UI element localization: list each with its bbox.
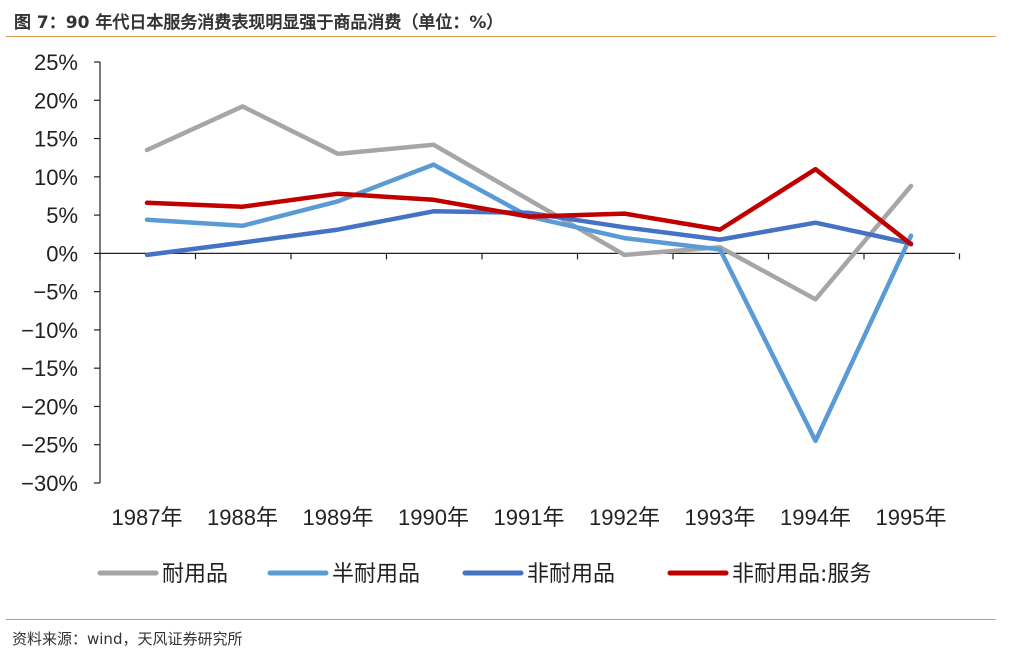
series-line-3: [144, 166, 914, 247]
legend: 耐用品 半耐用品 非耐用品 非耐用品:服务: [97, 562, 871, 587]
legend-label-3: 非耐用品:服务: [732, 562, 871, 587]
legend-label-0: 耐用品: [162, 562, 228, 587]
legend-label-1: 半耐用品: [332, 562, 420, 587]
chart-title: 图 7：90 年代日本服务消费表现明显强于商品消费（单位：%）: [14, 13, 504, 33]
y-tick-label: −20%: [21, 394, 78, 419]
y-tick-label: −25%: [21, 433, 78, 458]
footer-divider: [6, 619, 996, 620]
y-axis: 25% 20% 15% 10% 5% 0% −5% −10% −15% −20% −25% −30%: [21, 50, 101, 496]
x-tick-label: 1987年: [112, 505, 183, 530]
x-axis: 1987年 1988年 1989年 1990年 1991年 1992年 1993年 1994年…: [99, 252, 961, 530]
series-line-0: [144, 104, 914, 302]
x-tick-label: 1989年: [303, 505, 374, 530]
y-tick-label: 0%: [46, 241, 78, 266]
line-chart: 25%20%15%10%5%0%−5%−10%−15%−20%−25%−30% …: [21, 50, 961, 587]
y-tick-label: −5%: [33, 280, 78, 305]
x-tick-label: 1988年: [207, 505, 278, 530]
y-tick-label: −30%: [21, 471, 78, 496]
y-tick-label: −10%: [21, 318, 78, 343]
y-tick-label: −15%: [21, 356, 78, 381]
series-line-2: [144, 209, 914, 258]
x-tick-label: 1993年: [685, 505, 756, 530]
source-note: 资料来源：wind，天风证券研究所: [12, 630, 243, 648]
y-tick-label: 10%: [34, 165, 78, 190]
x-tick-label: 1995年: [876, 505, 947, 530]
x-tick-label: 1994年: [780, 505, 851, 530]
y-tick-label: 15%: [34, 127, 78, 152]
y-tick-label: 20%: [34, 88, 78, 113]
x-tick-label: 1991年: [494, 505, 565, 530]
x-tick-label: 1990年: [398, 505, 469, 530]
title-bar: 图 7：90 年代日本服务消费表现明显强于商品消费（单位：%）: [6, 0, 996, 37]
series-lines: [144, 104, 914, 444]
legend-label-2: 非耐用品: [527, 562, 615, 587]
y-tick-label: 25%: [34, 50, 78, 75]
y-tick-label: 5%: [46, 203, 78, 228]
x-tick-label: 1992年: [589, 505, 660, 530]
